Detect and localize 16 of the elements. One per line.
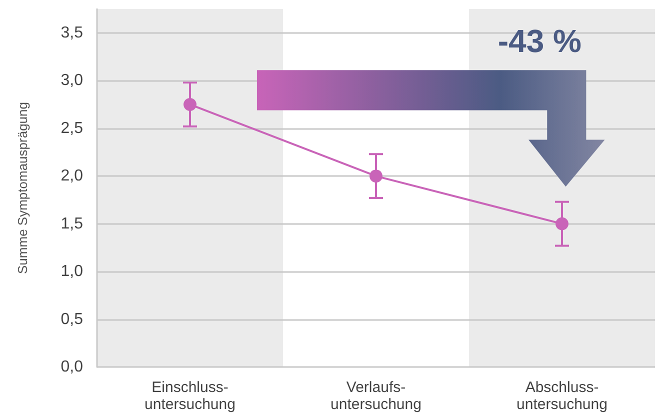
y-tick-label: 2,0 xyxy=(60,168,84,185)
point xyxy=(556,217,568,230)
annotation: -43 % xyxy=(498,22,582,59)
x-tick-label: Verlaufs- untersuchung xyxy=(330,379,422,413)
y-tick-label: 0,0 xyxy=(60,358,84,376)
point xyxy=(370,170,382,183)
x-tick-label: Abschluss- untersuchung xyxy=(516,379,608,413)
point xyxy=(184,98,196,111)
y-tick-label: 3,5 xyxy=(60,24,84,42)
x-tick-label: Einschluss- untersuchung xyxy=(144,379,236,413)
y-tick-label: 3,0 xyxy=(60,72,84,90)
y-tick-label: 1,5 xyxy=(60,215,84,232)
y-axis-title: Summe Symptomausprägung xyxy=(15,102,30,274)
y-tick-label: 0,5 xyxy=(60,310,84,328)
y-tick-label: 2,5 xyxy=(60,120,84,137)
y-tick-label: 1,0 xyxy=(60,263,84,280)
